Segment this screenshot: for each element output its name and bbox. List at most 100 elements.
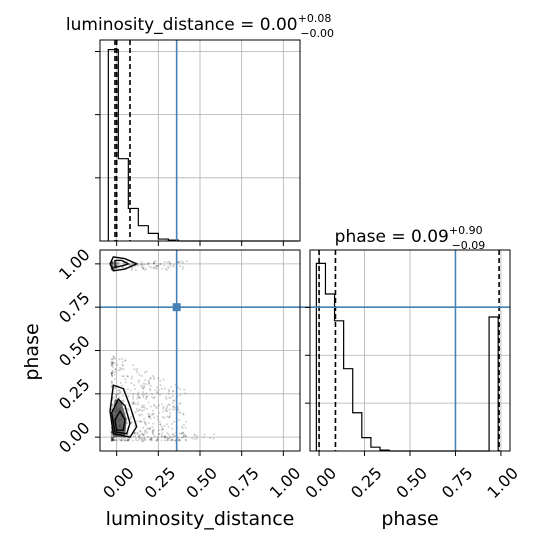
sc-point-629 [140,263,143,266]
sc-point-588 [182,435,185,438]
sc-point-142 [145,395,148,398]
sc-point-766 [182,433,185,436]
sc-point-290 [164,408,167,411]
sc-point-99 [110,380,113,383]
sc-point-233 [162,407,165,410]
sc-point-500 [134,434,137,437]
sc-point-438 [110,437,113,440]
sc-point-234 [158,420,161,423]
sc-point-160 [144,379,147,382]
sc-point-2 [148,414,151,417]
sc-point-784 [150,437,153,440]
sc-point-516 [139,429,142,432]
sc-point-450 [147,427,150,430]
sc-point-705 [141,262,144,265]
sc-point-33 [164,410,167,413]
sc-point-236 [110,431,113,434]
sc-point-93 [151,426,154,429]
sc-point-612 [163,264,166,267]
sc-point-781 [142,440,145,443]
sc-point-753 [136,264,139,267]
sc-point-389 [132,402,135,405]
sc-point-10 [173,399,176,402]
sc-point-289 [122,439,125,442]
sc-point-408 [112,439,115,442]
sc-point-141 [117,369,120,372]
sc-point-57 [119,368,122,371]
sc-xlabel: luminosity_distance [106,508,295,530]
sc-point-52 [110,439,113,442]
sc-point-764 [142,434,145,437]
sc-point-779 [140,440,143,443]
sc-point-403 [147,401,150,404]
sc-point-597 [110,372,113,375]
sc-point-206 [139,420,142,423]
sc-point-286 [162,406,165,409]
sc-point-756 [154,265,157,268]
sc-point-530 [179,394,182,397]
sc-point-434 [141,394,144,397]
sc-point-732 [153,262,156,265]
sc-point-338 [161,428,164,431]
sc-point-665 [144,268,147,271]
sc-point-69 [111,361,114,364]
sc-point-519 [121,357,124,360]
sc-point-204 [156,435,159,438]
sc-point-24 [171,439,174,442]
sc-point-795 [202,436,205,439]
sc-point-0 [110,361,113,364]
sc-point-322 [161,403,164,406]
sc-point-508 [110,385,113,388]
sc-point-139 [178,387,181,390]
sc-point-526 [110,408,113,411]
sc-point-596 [132,364,135,367]
sc-xtick-label-2: 0.50 [182,463,221,502]
ph-xtick-label-1: 0.25 [347,463,386,502]
sc-point-783 [193,433,196,436]
sc-point-91 [140,413,143,416]
sc-point-524 [142,426,145,429]
sc-point-163 [112,436,115,439]
sc-point-755 [115,264,118,267]
sc-point-230 [143,429,146,432]
sc-point-582 [126,438,129,441]
sc-point-413 [142,396,145,399]
sc-point-148 [129,418,132,421]
sc-point-307 [182,413,185,416]
sc-point-291 [181,431,184,434]
sc-point-437 [119,439,122,442]
sc-point-797 [172,433,175,436]
sc-point-320 [182,423,185,426]
sc-point-217 [156,439,159,442]
sc-point-556 [181,426,184,429]
sc-point-350 [115,393,118,396]
sc-point-43 [111,438,114,441]
sc-point-364 [118,358,121,361]
sc-point-237 [112,439,115,442]
sc-point-424 [120,384,123,387]
sc-point-279 [158,404,161,407]
sc-point-458 [110,372,113,375]
sc-point-750 [182,266,185,269]
sc-point-712 [143,263,146,266]
sc-point-697 [180,260,183,263]
sc-point-341 [127,439,130,442]
sc-point-151 [143,420,146,423]
sc-point-722 [146,262,149,265]
sc-point-146 [172,399,175,402]
ld-histogram [107,48,299,242]
sc-point-162 [177,408,180,411]
sc-point-78 [168,416,171,419]
sc-point-349 [142,384,145,387]
sc-point-466 [135,439,138,442]
sc-point-381 [118,391,121,394]
sc-point-479 [113,438,116,441]
sc-point-134 [132,393,135,396]
frame-layer [95,39,511,456]
sc-point-537 [144,383,147,386]
sc-point-659 [148,265,151,268]
sc-point-137 [162,378,165,381]
sc-point-520 [114,439,117,442]
sc-point-459 [165,423,168,426]
